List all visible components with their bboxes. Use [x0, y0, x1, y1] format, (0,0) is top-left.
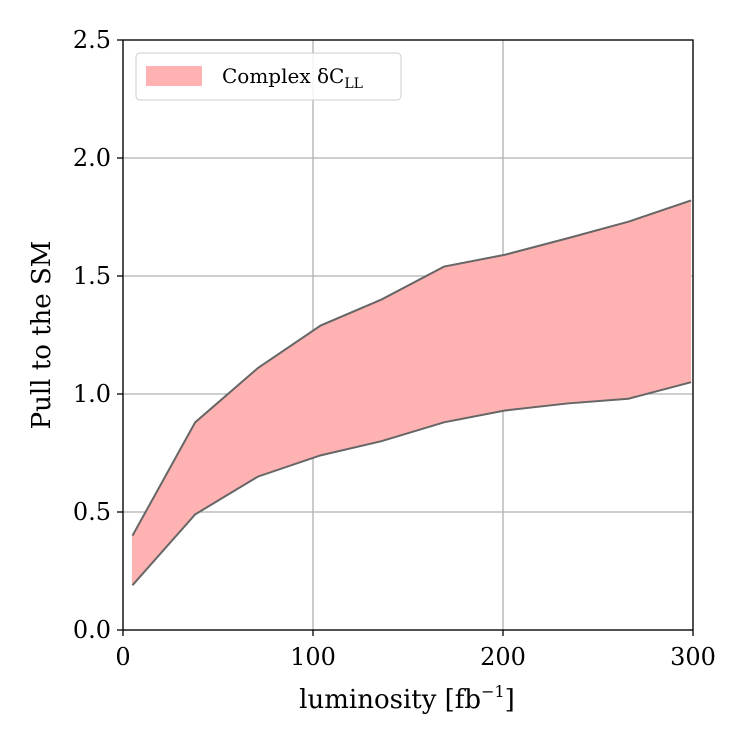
y-tick-label: 1.5	[73, 262, 111, 290]
y-tick-label: 2.5	[73, 26, 111, 54]
x-axis-label-main: luminosity [fb	[299, 685, 481, 715]
legend-label-main: Complex δC	[222, 64, 344, 88]
x-tick-label: 300	[670, 643, 716, 671]
y-tick-label: 0.0	[73, 616, 111, 644]
legend: Complex δCLL	[135, 52, 402, 101]
x-axis-label-sup: −1	[481, 682, 505, 701]
x-axis-label-suffix: ]	[505, 685, 515, 715]
y-axis-label: Pull to the SM	[27, 241, 57, 430]
y-tick-label: 2.0	[73, 144, 111, 172]
x-tick-label: 100	[290, 643, 336, 671]
plot-frame	[122, 39, 694, 631]
x-axis-label: luminosity [fb−1]	[299, 682, 515, 715]
band-upper-line	[131, 199, 692, 537]
legend-label-sub: LL	[344, 76, 363, 92]
legend-swatch	[146, 66, 202, 86]
ticks: 0 100 200 300 0.0 0.5 1.0 1.5 2.0 2.5	[73, 26, 716, 671]
legend-label: Complex δCLL	[222, 64, 363, 92]
band-fill	[132, 200, 692, 586]
x-tick-label: 200	[480, 643, 526, 671]
legend-box	[135, 52, 402, 101]
y-tick-label: 0.5	[73, 498, 111, 526]
x-tick-label: 0	[115, 643, 130, 671]
band-lower-line	[131, 381, 692, 586]
y-tick-label: 1.0	[73, 380, 111, 408]
band-area	[131, 199, 692, 586]
